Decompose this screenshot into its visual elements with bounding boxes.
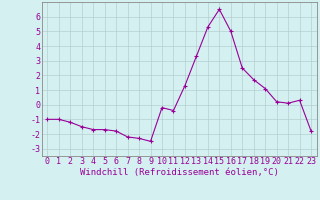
X-axis label: Windchill (Refroidissement éolien,°C): Windchill (Refroidissement éolien,°C) <box>80 168 279 177</box>
